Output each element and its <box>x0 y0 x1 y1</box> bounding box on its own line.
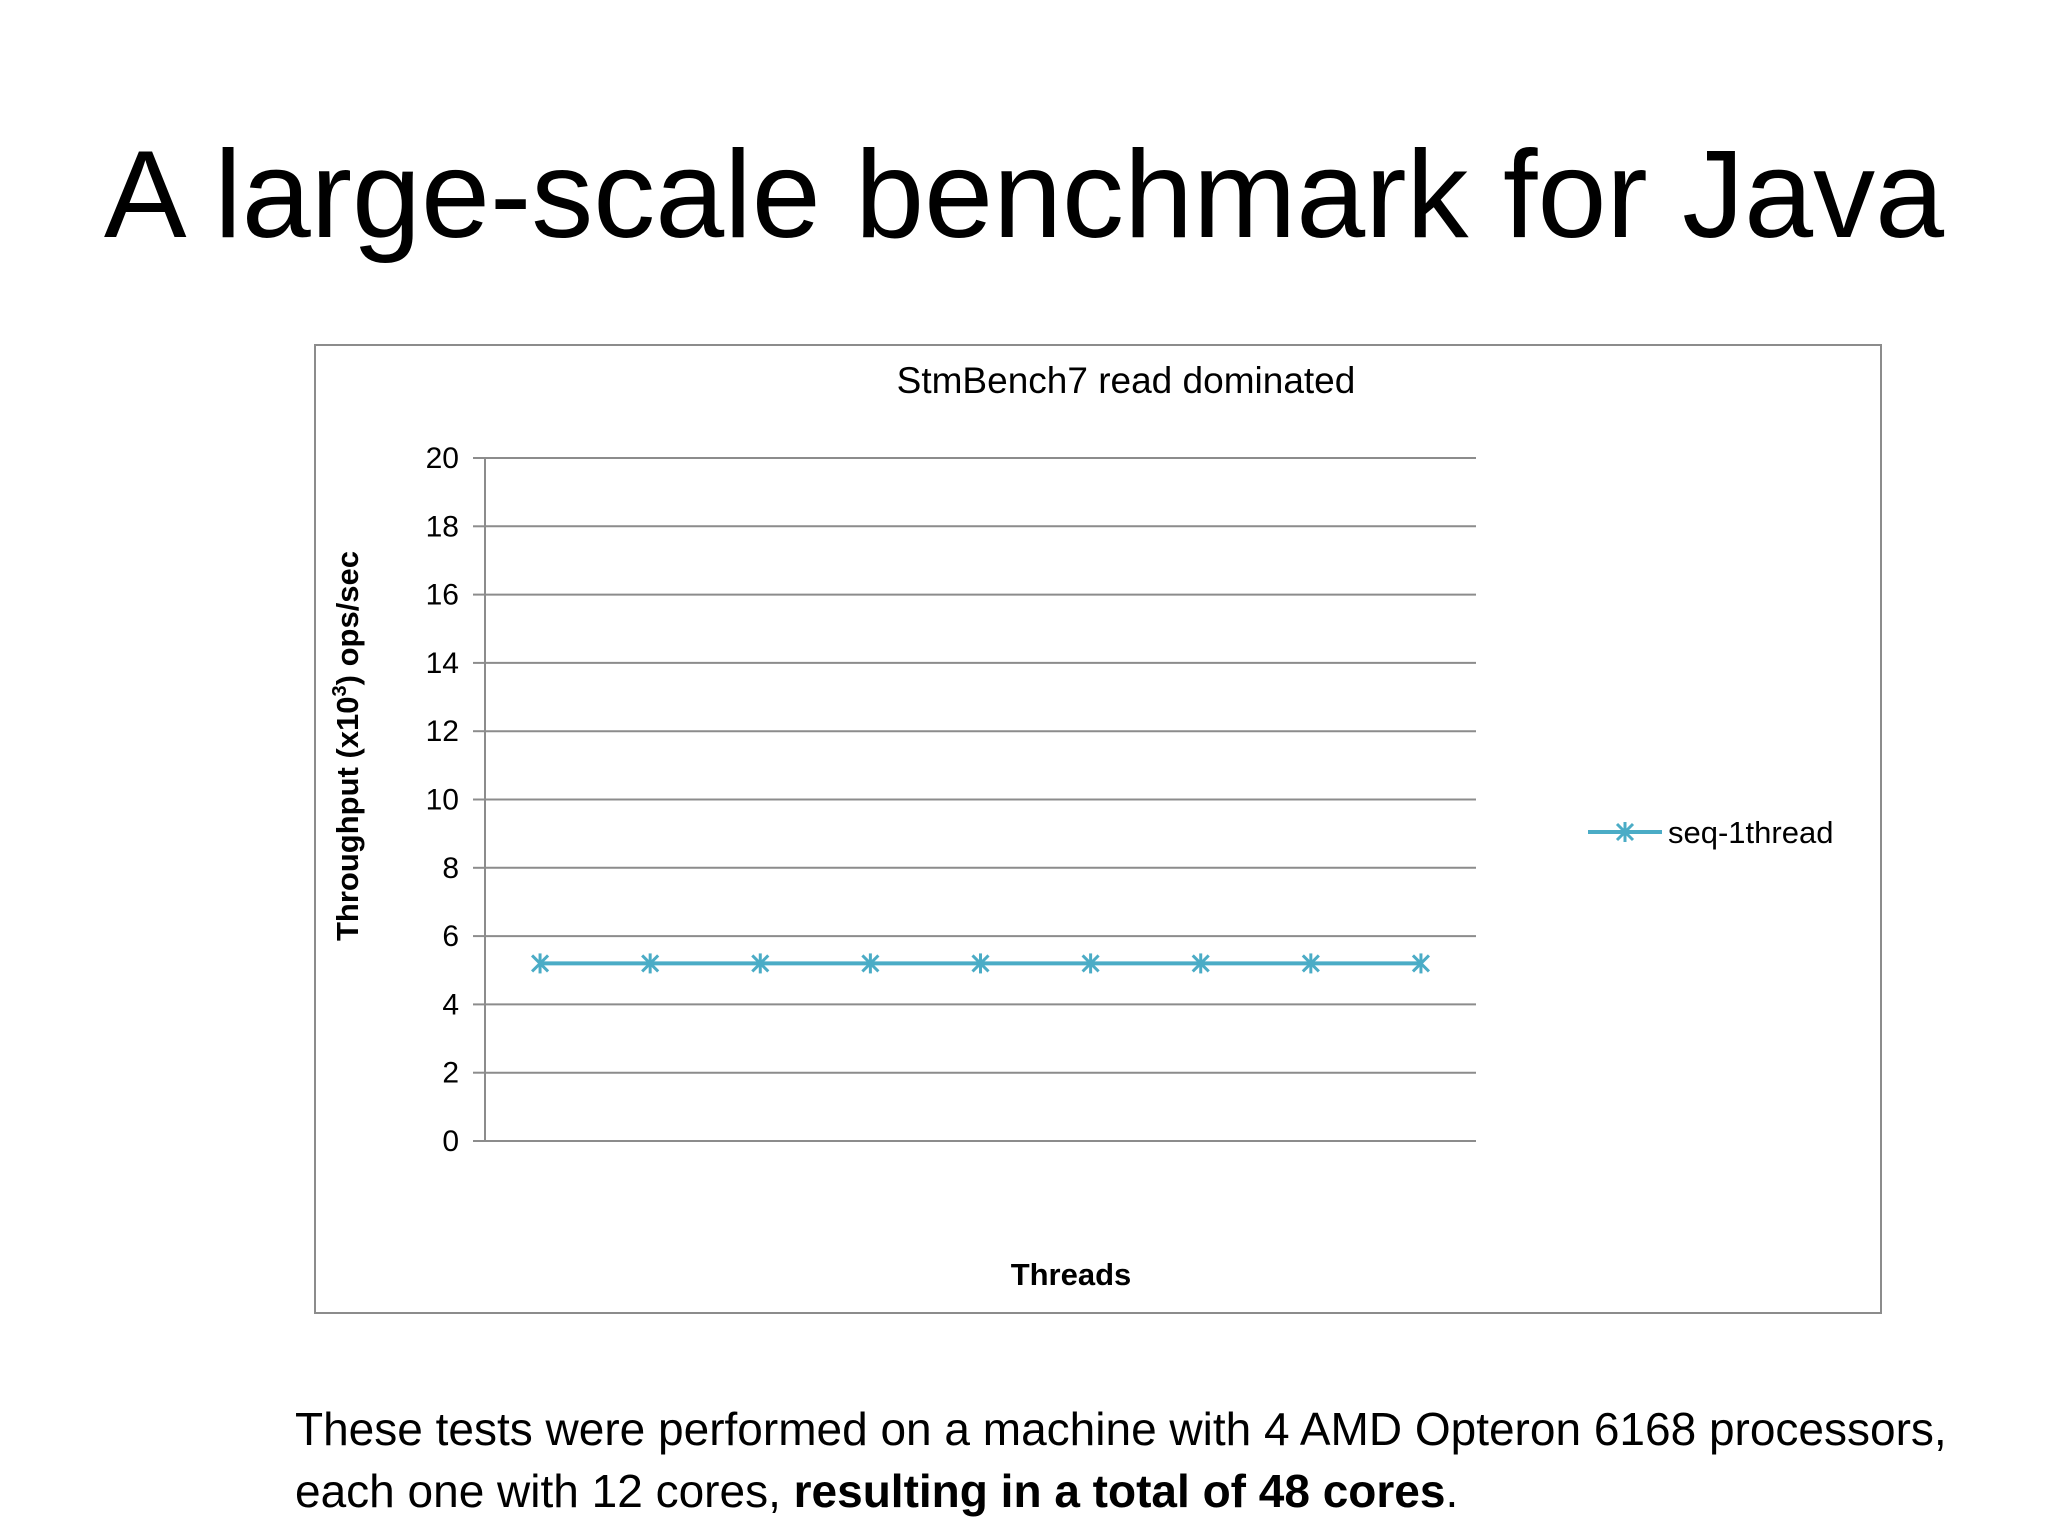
legend: seq-1thread <box>1588 815 1833 850</box>
x-axis-label: Threads <box>1011 1257 1132 1292</box>
data-point <box>861 953 880 974</box>
legend-marker <box>1615 822 1635 842</box>
data-point <box>1081 953 1100 974</box>
y-tick-label: 2 <box>442 1057 459 1090</box>
y-tick-label: 0 <box>442 1125 459 1158</box>
data-point <box>1191 953 1210 974</box>
chart-title: StmBench7 read dominated <box>897 360 1356 401</box>
slide-title: A large-scale benchmark for Java <box>103 126 1945 264</box>
axes <box>473 457 1476 1142</box>
gridlines <box>485 457 1476 1074</box>
footnote-end: . <box>1445 1465 1459 1517</box>
line-chart: StmBench7 read dominated 0 2 4 6 8 10 12 14 16 18… <box>329 360 1833 1292</box>
series-layer <box>530 953 1431 974</box>
y-tick-label: 8 <box>442 852 459 885</box>
y-tick-labels: 0 2 4 6 8 10 12 14 16 18 20 <box>426 442 459 1158</box>
y-tick-label: 10 <box>426 784 459 817</box>
footnote-text: These tests were performed on a machine … <box>295 1403 1947 1517</box>
y-axis-label-main: Throughput (x10 <box>330 696 365 941</box>
data-point <box>641 953 660 974</box>
y-tick-label: 20 <box>426 442 459 475</box>
y-axis-label: Throughput (x103) ops/sec <box>329 551 365 941</box>
legend-label: seq-1thread <box>1668 815 1833 850</box>
data-point <box>1301 953 1320 974</box>
y-tick-label: 16 <box>426 579 459 612</box>
y-tick-label: 12 <box>426 715 459 748</box>
y-axis-label-end: ) ops/sec <box>330 551 365 685</box>
data-point <box>751 953 770 974</box>
chart-frame: StmBench7 read dominated 0 2 4 6 8 10 12 14 16 18… <box>314 344 1882 1314</box>
y-tick-label: 6 <box>442 920 459 953</box>
y-tick-label: 14 <box>426 647 459 680</box>
data-point <box>530 953 550 974</box>
y-tick-label: 18 <box>426 510 459 543</box>
footnote-bold: resulting in a total of 48 cores <box>793 1465 1446 1517</box>
data-point <box>971 953 990 974</box>
y-tick-label: 4 <box>442 988 459 1021</box>
data-point <box>1411 953 1431 974</box>
y-axis-label-superscript: 3 <box>329 685 351 696</box>
footnote: These tests were performed on a machine … <box>295 1398 1995 1522</box>
